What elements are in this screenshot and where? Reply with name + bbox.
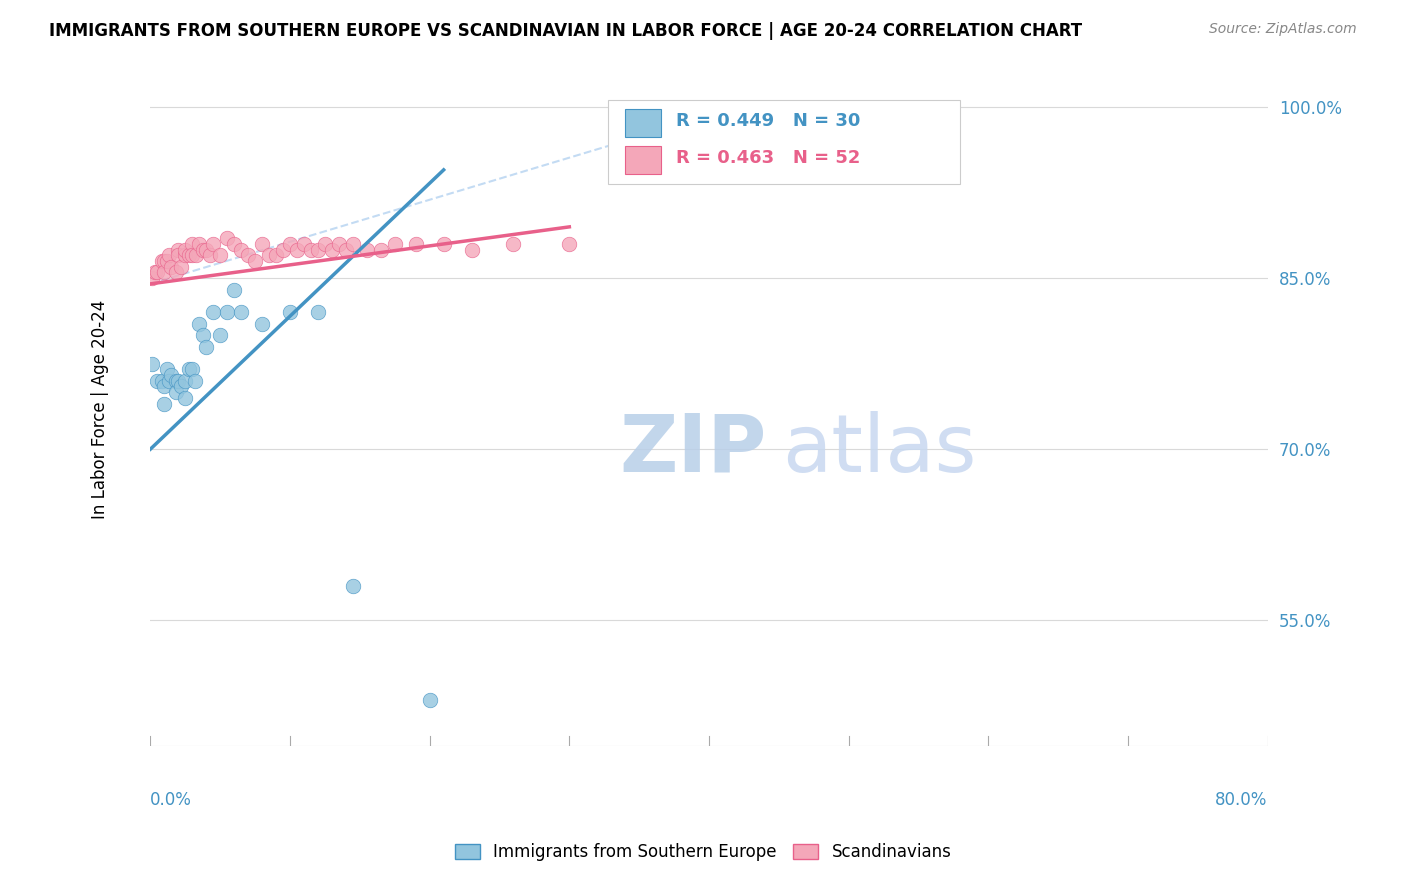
Point (179, 362, 201, 376)
Point (202, 305, 225, 319)
Point (460, 243, 482, 257)
Point (328, 237, 350, 252)
Point (153, 254, 176, 268)
Text: Source: ZipAtlas.com: Source: ZipAtlas.com (1209, 22, 1357, 37)
Point (342, 579, 364, 593)
Point (157, 248, 180, 262)
Text: IMMIGRANTS FROM SOUTHERN EUROPE VS SCANDINAVIAN IN LABOR FORCE | AGE 20-24 CORRE: IMMIGRANTS FROM SOUTHERN EUROPE VS SCAND… (49, 22, 1083, 40)
Point (307, 305, 329, 319)
Point (271, 243, 294, 257)
Point (314, 237, 336, 252)
FancyBboxPatch shape (609, 100, 960, 184)
Point (156, 254, 179, 268)
FancyBboxPatch shape (626, 109, 661, 136)
Point (160, 368, 183, 382)
Point (193, 328, 215, 343)
Point (181, 362, 204, 376)
Point (184, 374, 207, 388)
Point (174, 391, 197, 405)
Text: R = 0.463   N = 52: R = 0.463 N = 52 (675, 149, 860, 168)
Point (170, 379, 193, 393)
Point (558, 237, 581, 252)
Point (405, 237, 427, 252)
Point (156, 362, 179, 376)
Point (174, 248, 197, 262)
Point (370, 243, 392, 257)
Point (292, 237, 315, 252)
Point (174, 243, 197, 257)
Point (278, 305, 301, 319)
Point (181, 237, 204, 252)
Point (356, 243, 378, 257)
Point (202, 237, 225, 252)
Point (170, 260, 193, 274)
Point (342, 237, 364, 252)
Point (419, 693, 441, 707)
Point (231, 243, 253, 257)
Point (250, 317, 273, 331)
Point (186, 248, 208, 262)
Point (165, 265, 187, 279)
Point (200, 248, 222, 262)
Point (153, 396, 176, 410)
Point (153, 379, 176, 393)
Text: atlas: atlas (782, 410, 976, 489)
Point (335, 243, 357, 257)
Point (502, 237, 524, 252)
Point (209, 248, 232, 262)
Point (174, 374, 197, 388)
Point (299, 243, 322, 257)
Point (231, 305, 253, 319)
Point (167, 248, 190, 262)
Point (257, 248, 280, 262)
Point (141, 271, 163, 285)
Point (433, 237, 456, 252)
Text: In Labor Force | Age 20-24: In Labor Force | Age 20-24 (91, 300, 110, 519)
FancyBboxPatch shape (626, 145, 661, 174)
Point (181, 248, 204, 262)
Point (384, 237, 406, 252)
Point (321, 243, 343, 257)
Point (179, 248, 201, 262)
Point (209, 328, 232, 343)
Point (167, 243, 190, 257)
Point (307, 243, 329, 257)
Point (188, 317, 211, 331)
Point (153, 265, 176, 279)
Point (243, 254, 266, 268)
Point (217, 231, 239, 245)
Point (193, 243, 215, 257)
Point (150, 374, 173, 388)
Point (236, 248, 259, 262)
Point (150, 254, 173, 268)
Point (165, 385, 187, 400)
Point (217, 305, 239, 319)
Text: R = 0.449   N = 30: R = 0.449 N = 30 (675, 112, 860, 129)
Point (143, 265, 166, 279)
Text: 80.0%: 80.0% (1215, 791, 1268, 809)
Point (285, 243, 308, 257)
Point (146, 265, 169, 279)
Point (141, 357, 163, 371)
Point (250, 237, 273, 252)
Point (157, 374, 180, 388)
Point (188, 237, 211, 252)
Text: 0.0%: 0.0% (150, 791, 193, 809)
Text: ZIP: ZIP (620, 410, 766, 489)
Point (224, 283, 246, 297)
Legend: Immigrants from Southern Europe, Scandinavians: Immigrants from Southern Europe, Scandin… (449, 837, 957, 868)
Point (167, 374, 190, 388)
Point (146, 374, 169, 388)
Point (264, 248, 287, 262)
Point (195, 340, 218, 354)
Point (278, 237, 301, 252)
Point (195, 243, 218, 257)
Point (224, 237, 246, 252)
Point (160, 260, 183, 274)
Point (165, 374, 187, 388)
